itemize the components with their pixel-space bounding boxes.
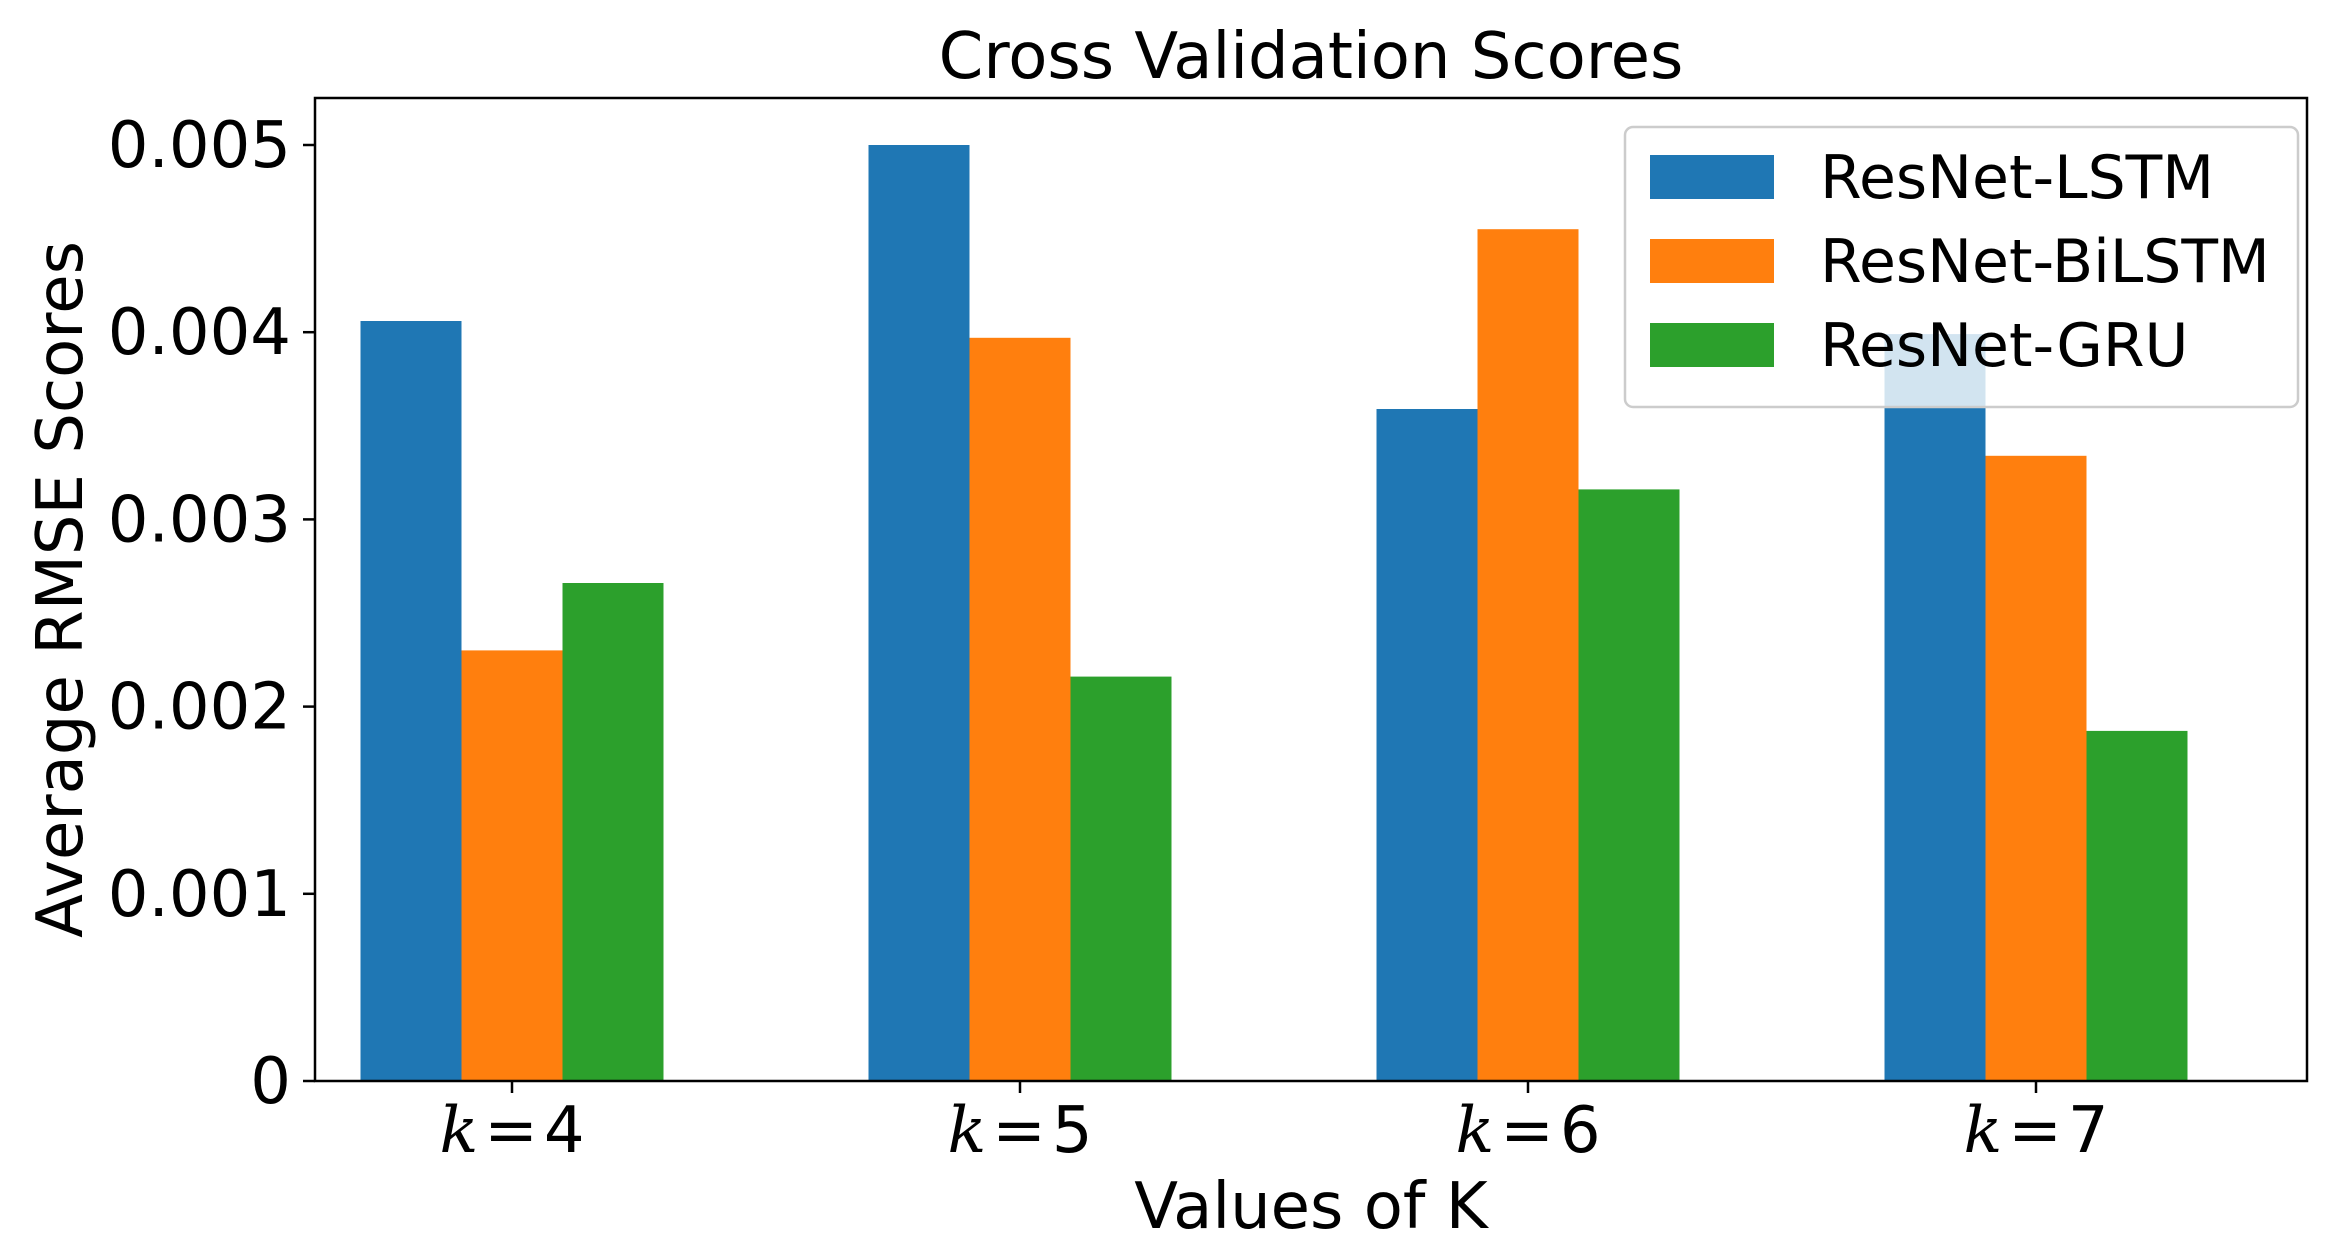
legend-swatch-resnet-gru xyxy=(1650,323,1774,367)
x-axis: k=4 k=5 k=6 k=7 xyxy=(439,1081,2109,1168)
y-tick-label: 0 xyxy=(250,1045,291,1119)
bar-resnet-lstm-k5 xyxy=(868,145,970,1081)
y-tick-label: 0.003 xyxy=(108,483,291,557)
bar-resnet-gru-k4 xyxy=(562,583,664,1081)
bar-resnet-bilstm-k4 xyxy=(461,650,563,1081)
legend: ResNet-LSTM ResNet-BiLSTM ResNet-GRU xyxy=(1623,125,2300,409)
bar-resnet-gru-k6 xyxy=(1578,489,1680,1081)
y-tick-label: 0.002 xyxy=(108,671,291,745)
legend-swatch-resnet-lstm xyxy=(1650,155,1774,199)
y-tick-label: 0.005 xyxy=(108,109,291,183)
bar-resnet-lstm-k4 xyxy=(360,321,462,1081)
bar-resnet-gru-k7 xyxy=(2086,730,2188,1081)
bars-layer xyxy=(360,145,2188,1082)
x-tick-label-k7: k=7 xyxy=(1963,1094,2108,1168)
legend-swatch-resnet-bilstm xyxy=(1650,239,1774,283)
y-tick-label: 0.001 xyxy=(108,858,291,932)
bar-resnet-lstm-k6 xyxy=(1376,409,1478,1081)
bar-resnet-bilstm-k7 xyxy=(1985,455,2087,1081)
chart-title: Cross Validation Scores xyxy=(939,20,1684,94)
legend-label-resnet-lstm: ResNet-LSTM xyxy=(1820,143,2214,213)
legend-label-resnet-gru: ResNet-GRU xyxy=(1820,311,2188,381)
y-axis-label: Average RMSE Scores xyxy=(24,241,98,938)
legend-label-resnet-bilstm: ResNet-BiLSTM xyxy=(1820,227,2270,297)
bar-resnet-gru-k5 xyxy=(1070,676,1172,1081)
plot-frame xyxy=(313,96,2309,1083)
x-tick-label-k5: k=5 xyxy=(947,1094,1092,1168)
y-tick-label: 0.004 xyxy=(108,296,291,370)
bar-resnet-lstm-k7 xyxy=(1884,334,1986,1082)
legend-box xyxy=(1623,125,2300,409)
bar-resnet-bilstm-k5 xyxy=(969,337,1071,1081)
y-axis: 0 0.001 0.002 0.003 0.004 0.005 xyxy=(108,109,315,1119)
bar-resnet-bilstm-k6 xyxy=(1477,229,1579,1081)
x-tick-label-k4: k=4 xyxy=(439,1094,584,1168)
x-tick-label-k6: k=6 xyxy=(1455,1094,1600,1168)
x-axis-label: Values of K xyxy=(1134,1170,1489,1244)
